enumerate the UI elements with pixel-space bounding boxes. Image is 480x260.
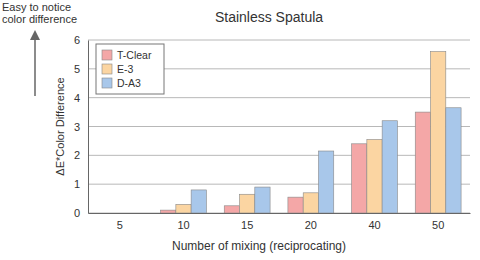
bar (318, 151, 333, 213)
grid-line (88, 213, 470, 214)
bar (352, 144, 367, 213)
y-tick: 4 (74, 92, 88, 104)
y-tick: 3 (74, 121, 88, 133)
x-tick: 50 (432, 213, 444, 231)
annotation-arrow-head (30, 30, 40, 40)
x-axis: 5 10 15 20 40 50 (89, 213, 471, 231)
bar (382, 121, 397, 213)
bar (367, 139, 382, 213)
annotation-arrow-shaft (34, 36, 36, 96)
chart: Stainless Spatula Easy to noticecolor dif… (0, 0, 480, 260)
grid-line (88, 155, 470, 156)
bar (97, 213, 112, 214)
x-tick: 40 (368, 213, 380, 231)
grid-line (88, 126, 470, 127)
bar (176, 204, 191, 213)
y-tick-label: 4 (74, 92, 80, 104)
legend-label: E-3 (117, 63, 134, 75)
legend-label: T-Clear (117, 49, 152, 61)
title: Stainless Spatula (215, 9, 323, 25)
y-tick: 6 (74, 34, 88, 46)
bar (431, 52, 446, 213)
y-axis-title: ΔE*Color Difference (54, 77, 66, 175)
y-tick-label: 3 (74, 121, 80, 133)
grid-line (88, 184, 470, 185)
y-tick-label: 5 (74, 63, 80, 75)
legend-swatch (102, 64, 112, 74)
y-tick: 1 (74, 178, 88, 190)
bars (161, 52, 462, 213)
x-tick-label: 40 (368, 219, 380, 231)
x-tick: 15 (241, 213, 253, 231)
bar (415, 112, 430, 213)
bar (255, 187, 270, 213)
x-tick-label: 20 (305, 219, 317, 231)
x-tick-label: 10 (177, 219, 189, 231)
legend-box (96, 44, 164, 94)
plot: 0 1 2 3 4 5 6 5 10 15 20 40 50 T-Clear E-3 D-A3 (74, 34, 471, 231)
bar (288, 197, 303, 213)
bar (127, 213, 142, 214)
x-tick-label: 5 (117, 219, 123, 231)
y-axis-line (88, 41, 89, 214)
legend: T-Clear E-3 D-A3 (96, 44, 164, 94)
annotation: Easy to noticecolor difference (2, 1, 77, 25)
x-axis-line (89, 213, 471, 214)
grid (88, 40, 470, 213)
x-tick-label: 15 (241, 219, 253, 231)
legend-swatch (102, 78, 112, 88)
x-tick: 10 (177, 213, 189, 231)
bar (303, 193, 318, 213)
legend-swatch (102, 50, 112, 60)
bar (224, 206, 239, 213)
grid-line (88, 40, 470, 41)
y-tick-label: 6 (74, 34, 80, 46)
x-axis-title: Number of mixing (reciprocating) (172, 239, 346, 253)
bar (446, 108, 461, 213)
bar (161, 210, 176, 213)
x-tick: 20 (305, 213, 317, 231)
y-tick-label: 0 (74, 207, 80, 219)
bar (112, 213, 127, 214)
y-tick: 2 (74, 149, 88, 161)
y-axis: 0 1 2 3 4 5 6 (74, 34, 89, 219)
bar (240, 194, 255, 213)
grid-line (88, 97, 470, 98)
x-tick: 5 (117, 213, 123, 231)
x-tick-label: 50 (432, 219, 444, 231)
y-tick: 5 (74, 63, 88, 75)
legend-label: D-A3 (117, 77, 141, 89)
y-tick-label: 2 (74, 149, 80, 161)
bar (191, 190, 206, 213)
y-tick: 0 (74, 207, 88, 219)
y-tick-label: 1 (74, 178, 80, 190)
